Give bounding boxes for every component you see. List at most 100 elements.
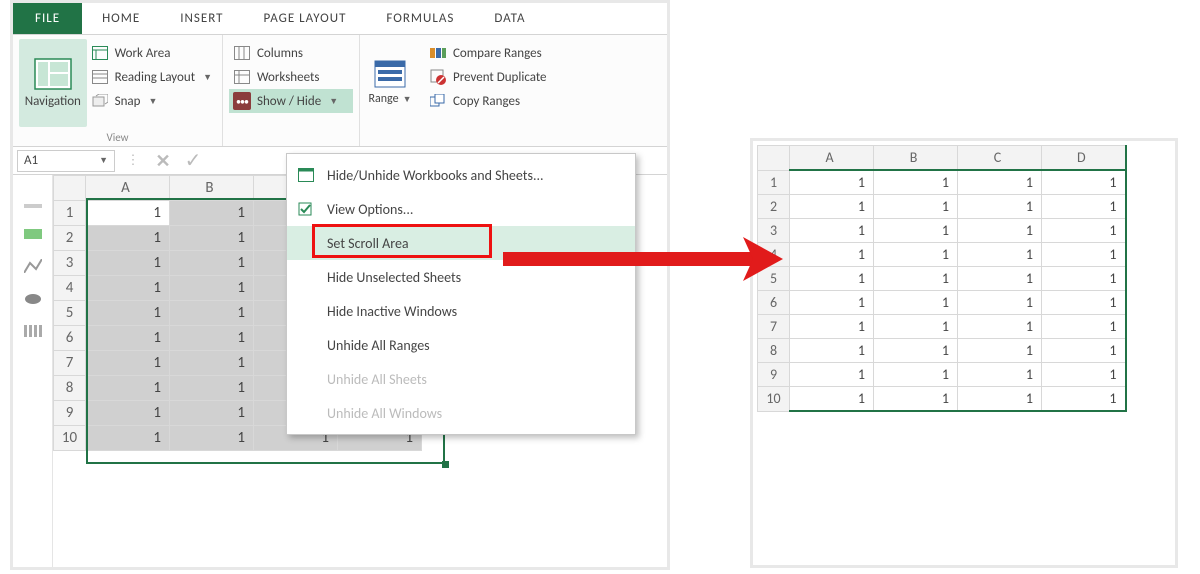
cell[interactable]: 1 (958, 387, 1042, 412)
tab-home[interactable]: HOME (82, 3, 160, 34)
cell[interactable]: 1 (790, 315, 874, 339)
tab-file[interactable]: FILE (13, 3, 82, 34)
cell[interactable]: 1 (874, 170, 958, 195)
cancel-formula-button[interactable]: ✕ (151, 150, 175, 172)
row-header[interactable]: 3 (54, 251, 86, 276)
row-header[interactable]: 8 (758, 339, 790, 363)
dock-icon-4[interactable] (24, 293, 42, 309)
cell[interactable]: 1 (86, 276, 170, 301)
cell[interactable]: 1 (874, 315, 958, 339)
cell[interactable]: 1 (958, 315, 1042, 339)
row-header[interactable]: 8 (54, 376, 86, 401)
menu-view-options[interactable]: View Options... (287, 192, 635, 226)
cell[interactable]: 1 (958, 243, 1042, 267)
cell[interactable]: 1 (790, 170, 874, 195)
row-header[interactable]: 9 (758, 363, 790, 387)
cell[interactable]: 1 (86, 376, 170, 401)
tab-insert[interactable]: INSERT (160, 3, 243, 34)
cell[interactable]: 1 (86, 301, 170, 326)
column-header[interactable]: A (86, 176, 170, 201)
cell[interactable]: 1 (1042, 219, 1126, 243)
cell[interactable]: 1 (1042, 387, 1126, 412)
column-header[interactable]: A (790, 146, 874, 171)
column-header[interactable]: B (170, 176, 254, 201)
dock-icon-5[interactable] (24, 325, 42, 341)
cell[interactable]: 1 (790, 267, 874, 291)
cell[interactable]: 1 (86, 251, 170, 276)
cell[interactable]: 1 (1042, 291, 1126, 315)
cell[interactable]: 1 (790, 291, 874, 315)
tab-data[interactable]: DATA (474, 3, 545, 34)
row-header[interactable]: 2 (758, 195, 790, 219)
cell[interactable]: 1 (874, 339, 958, 363)
cell[interactable]: 1 (958, 195, 1042, 219)
cell[interactable]: 1 (790, 363, 874, 387)
cell[interactable]: 1 (958, 219, 1042, 243)
cell[interactable]: 1 (874, 243, 958, 267)
cell[interactable]: 1 (1042, 339, 1126, 363)
cell[interactable]: 1 (170, 226, 254, 251)
select-all[interactable] (54, 176, 86, 201)
cell[interactable]: 1 (874, 219, 958, 243)
column-header[interactable]: D (1042, 146, 1126, 171)
row-header[interactable]: 4 (54, 276, 86, 301)
cell[interactable]: 1 (1042, 363, 1126, 387)
cell[interactable]: 1 (170, 201, 254, 226)
confirm-formula-button[interactable]: ✓ (181, 150, 205, 172)
menu-unhide-ranges[interactable]: Unhide All Ranges (287, 328, 635, 362)
select-all[interactable] (758, 146, 790, 171)
dock-icon-3[interactable] (24, 259, 42, 277)
cell[interactable]: 1 (958, 339, 1042, 363)
row-header[interactable]: 1 (758, 170, 790, 195)
cell[interactable]: 1 (1042, 170, 1126, 195)
row-header[interactable]: 6 (758, 291, 790, 315)
cell[interactable]: 1 (170, 326, 254, 351)
cell[interactable]: 1 (790, 339, 874, 363)
cell[interactable]: 1 (170, 376, 254, 401)
cell[interactable]: 1 (1042, 267, 1126, 291)
cell[interactable]: 1 (1042, 315, 1126, 339)
worksheets-button[interactable]: Worksheets (229, 65, 353, 89)
cell[interactable]: 1 (790, 219, 874, 243)
cell[interactable]: 1 (170, 401, 254, 426)
row-header[interactable]: 9 (54, 401, 86, 426)
cell[interactable]: 1 (874, 195, 958, 219)
spreadsheet-grid-right[interactable]: ABCD111112111131111411115111161111711118… (753, 141, 1175, 416)
cell[interactable]: 1 (170, 351, 254, 376)
cell[interactable]: 1 (958, 170, 1042, 195)
cell[interactable]: 1 (790, 387, 874, 412)
cell[interactable]: 1 (86, 351, 170, 376)
navigation-button[interactable]: Navigation (19, 39, 87, 127)
row-header[interactable]: 10 (758, 387, 790, 412)
row-header[interactable]: 7 (54, 351, 86, 376)
cell[interactable]: 1 (1042, 195, 1126, 219)
dock-icon-1[interactable] (24, 197, 42, 212)
cell[interactable]: 1 (874, 291, 958, 315)
work-area-button[interactable]: Work Area (87, 41, 216, 65)
compare-ranges-button[interactable]: Compare Ranges (425, 41, 661, 65)
menu-hide-inactive[interactable]: Hide Inactive Windows (287, 294, 635, 328)
copy-ranges-button[interactable]: Copy Ranges (425, 89, 661, 113)
cell[interactable]: 1 (86, 401, 170, 426)
tab-formulas[interactable]: FORMULAS (366, 3, 474, 34)
cell[interactable]: 1 (170, 251, 254, 276)
cell[interactable]: 1 (874, 363, 958, 387)
cell[interactable]: 1 (170, 276, 254, 301)
cell[interactable]: 1 (958, 267, 1042, 291)
cell[interactable]: 1 (1042, 243, 1126, 267)
dock-icon-2[interactable] (24, 228, 42, 243)
cell[interactable]: 1 (790, 195, 874, 219)
cell[interactable]: 1 (170, 426, 254, 451)
cell[interactable]: 1 (958, 291, 1042, 315)
cell[interactable]: 1 (86, 226, 170, 251)
tab-page-layout[interactable]: PAGE LAYOUT (244, 3, 367, 34)
reading-layout-button[interactable]: Reading Layout ▼ (87, 65, 216, 89)
columns-button[interactable]: Columns (229, 41, 353, 65)
row-header[interactable]: 2 (54, 226, 86, 251)
snap-button[interactable]: Snap ▼ (87, 89, 216, 113)
row-header[interactable]: 7 (758, 315, 790, 339)
cell[interactable]: 1 (86, 201, 170, 226)
cell[interactable]: 1 (958, 363, 1042, 387)
cell[interactable]: 1 (86, 326, 170, 351)
range-button[interactable]: Range▼ (366, 39, 414, 127)
